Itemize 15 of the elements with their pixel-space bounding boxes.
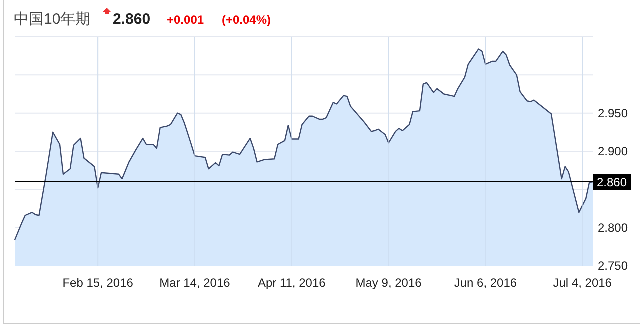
y-tick-label: 2.900	[598, 144, 628, 158]
x-tick-label: Mar 14, 2016	[160, 276, 231, 290]
text: (+0.04%)	[222, 13, 272, 27]
x-tick-label: Feb 15, 2016	[62, 276, 134, 290]
x-tick-label: Apr 11, 2016	[258, 276, 326, 290]
ref-line-label: 2.860	[596, 176, 628, 190]
x-tick-label: Jun 6, 2016	[454, 276, 518, 290]
y-tick-label: 2.800	[598, 220, 628, 235]
text: 2.860	[113, 11, 151, 28]
chart-title: 中国10年期	[14, 11, 91, 28]
y-tick-label: 2.950	[598, 106, 628, 120]
x-tick-label: May 9, 2016	[356, 276, 422, 290]
x-tick-label: Jul 4, 2016	[553, 276, 612, 290]
text: +0.001	[167, 13, 204, 27]
y-tick-label: 2.750	[598, 259, 628, 273]
